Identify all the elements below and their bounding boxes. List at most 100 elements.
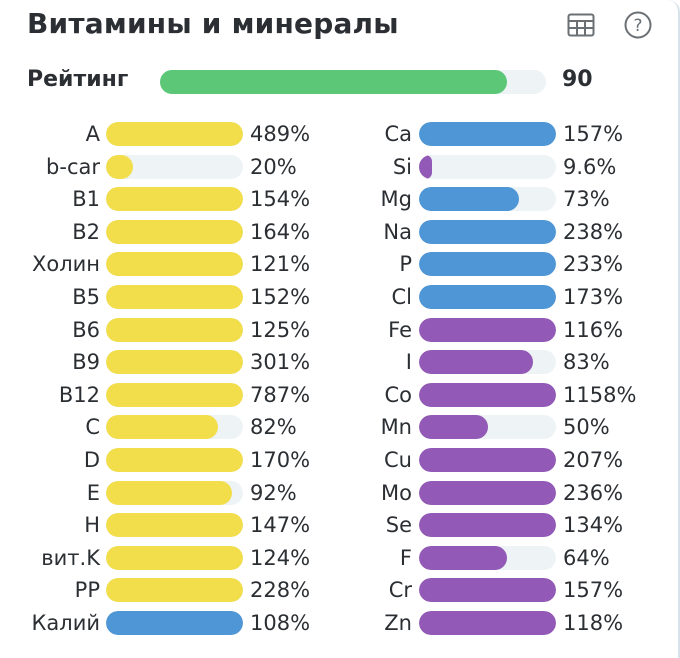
nutrient-bar-fill	[106, 382, 243, 407]
nutrient-bar-fill	[419, 382, 556, 407]
nutrient-bar-fill	[419, 448, 556, 472]
nutrient-row[interactable]: Si 9.6%	[0, 154, 680, 180]
nutrient-bar	[106, 611, 243, 635]
nutrient-bar	[106, 317, 243, 342]
nutrient-percent: 233%	[563, 252, 624, 277]
nutrient-row[interactable]: B2 164%	[0, 219, 680, 245]
nutrient-percent: 489%	[250, 122, 311, 146]
nutrient-label: B2	[72, 219, 100, 244]
card-title: Витамины и минералы	[27, 7, 399, 40]
nutrient-bar-fill	[419, 317, 556, 342]
nutrient-bar	[419, 415, 556, 440]
nutrient-bar	[419, 545, 556, 570]
nutrient-row[interactable]: B1 154%	[0, 186, 680, 212]
nutrient-row[interactable]: H 147%	[0, 512, 680, 538]
nutrient-row[interactable]: I 83%	[0, 349, 680, 375]
nutrient-percent: 1158%	[563, 382, 637, 407]
nutrient-row[interactable]: Mo 236%	[0, 480, 680, 506]
svg-text:?: ?	[633, 16, 642, 36]
nutrient-row[interactable]: A 489%	[0, 121, 680, 147]
rating-value: 90	[562, 67, 593, 92]
nutrient-label: B9	[72, 350, 100, 375]
nutrient-label: P	[399, 252, 412, 277]
nutrient-row[interactable]: Ca 157%	[0, 121, 680, 147]
nutrient-label: I	[405, 350, 412, 375]
nutrient-bar	[106, 187, 243, 212]
nutrient-label: Калий	[31, 611, 101, 635]
nutrient-row[interactable]: Zn 118%	[0, 610, 680, 636]
nutrient-row[interactable]: B6 125%	[0, 317, 680, 343]
nutrient-percent: 207%	[563, 448, 624, 472]
nutrient-bar-fill	[419, 611, 556, 635]
nutrient-label: Fe	[388, 317, 412, 342]
nutrient-row[interactable]: B5 152%	[0, 284, 680, 310]
nutrient-row[interactable]: D 170%	[0, 447, 680, 473]
nutrient-row[interactable]: Mn 50%	[0, 414, 680, 440]
nutrient-bar-fill	[106, 578, 243, 603]
nutrient-percent: 173%	[563, 285, 624, 309]
nutrient-label: F	[399, 545, 412, 570]
nutrient-label: H	[84, 513, 100, 538]
nutrient-label: Na	[383, 219, 412, 244]
nutrient-row[interactable]: Калий 108%	[0, 610, 680, 636]
nutrient-bar-fill	[106, 252, 243, 277]
nutrient-label: C	[85, 415, 100, 440]
nutrient-row[interactable]: Холин 121%	[0, 251, 680, 277]
nutrient-row[interactable]: b-car 20%	[0, 154, 680, 180]
nutrient-label: Cl	[391, 285, 413, 309]
nutrient-row[interactable]: C 82%	[0, 414, 680, 440]
nutrient-row[interactable]: Mg 73%	[0, 186, 680, 212]
nutrient-row[interactable]: F 64%	[0, 545, 680, 571]
nutrient-row[interactable]: B12 787%	[0, 382, 680, 408]
nutrient-bar-fill	[106, 122, 243, 146]
nutrient-bar-fill	[419, 187, 519, 212]
help-icon[interactable]: ?	[623, 10, 653, 40]
table-icon[interactable]	[566, 10, 596, 40]
nutrient-bar	[106, 480, 243, 505]
nutrient-bar-fill	[106, 154, 134, 179]
nutrient-percent: 787%	[250, 382, 311, 407]
nutrient-row[interactable]: Cr 157%	[0, 577, 680, 603]
nutrient-bar	[419, 154, 556, 179]
nutrient-bar	[106, 154, 243, 179]
nutrient-bar-fill	[419, 578, 556, 603]
nutrient-row[interactable]: Fe 116%	[0, 317, 680, 343]
nutrient-label: Si	[392, 154, 412, 179]
nutrient-bar	[419, 122, 556, 146]
nutrient-row[interactable]: Cl 173%	[0, 284, 680, 310]
nutrient-percent: 170%	[250, 448, 311, 472]
nutrient-bar-fill	[419, 545, 507, 570]
nutrient-label: B5	[72, 285, 100, 309]
nutrient-percent: 83%	[563, 350, 610, 375]
nutrient-bar-fill	[106, 513, 243, 538]
nutrient-percent: 125%	[250, 317, 311, 342]
nutrient-row[interactable]: Co 1158%	[0, 382, 680, 408]
rating-label: Рейтинг	[27, 67, 129, 92]
nutrient-percent: 164%	[250, 219, 311, 244]
nutrient-bar	[419, 350, 556, 375]
nutrient-row[interactable]: Cu 207%	[0, 447, 680, 473]
nutrient-row[interactable]: B9 301%	[0, 349, 680, 375]
nutrient-label: B12	[58, 382, 100, 407]
nutrient-label: Zn	[384, 611, 412, 635]
nutrient-label: вит.K	[41, 545, 100, 570]
nutrient-label: Cr	[388, 578, 412, 603]
nutrient-percent: 147%	[250, 513, 311, 538]
nutrient-percent: 82%	[250, 415, 297, 440]
nutrient-label: Холин	[31, 252, 100, 277]
nutrient-bar	[106, 382, 243, 407]
nutrient-percent: 157%	[563, 578, 624, 603]
nutrient-row[interactable]: E 92%	[0, 480, 680, 506]
nutrient-percent: 157%	[563, 122, 624, 146]
nutrient-row[interactable]: вит.K 124%	[0, 545, 680, 571]
nutrient-row[interactable]: PP 228%	[0, 577, 680, 603]
nutrient-bar	[106, 578, 243, 603]
nutrient-percent: 118%	[563, 611, 624, 635]
nutrient-row[interactable]: P 233%	[0, 251, 680, 277]
nutrient-row[interactable]: Na 238%	[0, 219, 680, 245]
nutrient-bar-fill	[106, 415, 219, 440]
nutrient-row[interactable]: Se 134%	[0, 512, 680, 538]
nutrient-percent: 238%	[563, 219, 624, 244]
nutrient-bar-fill	[106, 448, 243, 472]
nutrient-label: Cu	[384, 448, 412, 472]
